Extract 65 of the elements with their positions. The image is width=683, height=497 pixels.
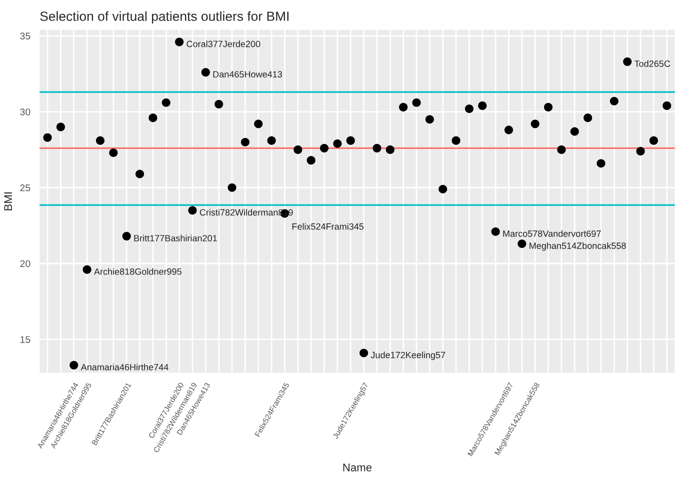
- x-axis-title: Name: [343, 464, 372, 472]
- point: [557, 145, 566, 154]
- point: [43, 133, 52, 142]
- point: [478, 101, 487, 110]
- point: [360, 348, 368, 358]
- point: [399, 102, 408, 112]
- point: [386, 145, 394, 154]
- point: [240, 138, 250, 146]
- y-tick-label: 25: [20, 184, 30, 192]
- point: [544, 102, 553, 112]
- data-label: Anamaria46Hirthe744: [80, 364, 168, 370]
- point: [623, 57, 632, 66]
- point: [530, 120, 540, 128]
- point: [346, 136, 355, 145]
- point: [425, 115, 434, 124]
- point: [570, 127, 579, 136]
- point: [610, 96, 618, 106]
- data-label: Tod265C: [634, 60, 670, 67]
- point: [82, 265, 92, 274]
- data-label: Marco578Vandervort697: [503, 230, 601, 237]
- y-tick-label: 15: [20, 336, 30, 343]
- point: [267, 136, 276, 145]
- point: [228, 183, 236, 192]
- point: [636, 146, 645, 156]
- point: [596, 159, 606, 168]
- data-label: Meghan514Zboncak558: [530, 242, 626, 251]
- point: [649, 136, 658, 145]
- point: [662, 101, 672, 110]
- data-label: Felix524Frami345: [292, 223, 364, 230]
- point: [412, 98, 421, 107]
- point: [70, 360, 78, 370]
- point: [214, 100, 224, 108]
- point: [109, 148, 118, 158]
- point: [56, 122, 65, 132]
- y-tick-label: 35: [20, 32, 30, 40]
- point: [584, 114, 592, 122]
- point: [491, 227, 500, 236]
- y-tick-label: 30: [20, 108, 30, 116]
- point: [438, 184, 448, 194]
- data-label: Britt177Bashirian201: [134, 234, 217, 242]
- point: [162, 98, 170, 107]
- point: [464, 104, 474, 114]
- point: [175, 38, 184, 46]
- point: [372, 144, 382, 152]
- data-label: Dan465Howe413: [213, 71, 282, 78]
- point: [148, 114, 158, 122]
- y-tick-label: 20: [20, 260, 30, 268]
- point: [452, 136, 460, 145]
- data-label: Archie818Goldner995: [94, 268, 182, 275]
- point: [188, 206, 197, 215]
- point: [201, 68, 210, 77]
- point: [254, 120, 263, 128]
- y-axis-title: BMI: [4, 192, 12, 210]
- data-label: Jude172Keeling57: [370, 352, 446, 360]
- point: [294, 145, 302, 154]
- point: [306, 156, 316, 165]
- point: [96, 136, 105, 145]
- point: [504, 126, 514, 134]
- point: [320, 144, 329, 152]
- data-label: Coral377Jerde200: [186, 40, 260, 48]
- point: [333, 139, 342, 148]
- point: [135, 170, 144, 178]
- point: [518, 239, 526, 248]
- chart-title: Selection of virtual patients outliers for BMI: [40, 11, 288, 24]
- point: [122, 232, 131, 240]
